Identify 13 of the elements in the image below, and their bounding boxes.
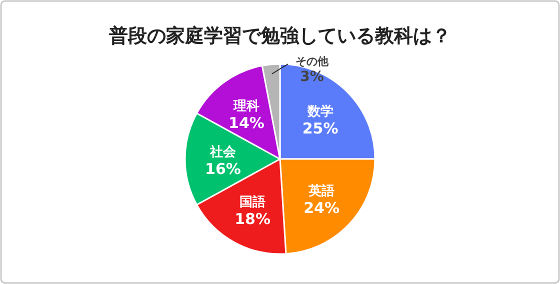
data-label: 24% bbox=[304, 199, 340, 218]
data-label: 25% bbox=[302, 120, 338, 138]
data-label: 16% bbox=[205, 160, 241, 178]
slice-label: 数学 bbox=[306, 104, 334, 120]
data-label: 3% bbox=[300, 69, 324, 85]
chart-title: 普段の家庭学習で勉強している教科は？ bbox=[108, 25, 451, 47]
slice-label: 英語 bbox=[308, 183, 335, 200]
data-label: 14% bbox=[228, 114, 264, 132]
slice-label: 理科 bbox=[232, 98, 260, 114]
slice-label: 国語 bbox=[240, 194, 266, 210]
slice-label: 社会 bbox=[209, 144, 237, 160]
data-label: 18% bbox=[234, 210, 270, 228]
slice-label: その他 bbox=[296, 55, 330, 68]
